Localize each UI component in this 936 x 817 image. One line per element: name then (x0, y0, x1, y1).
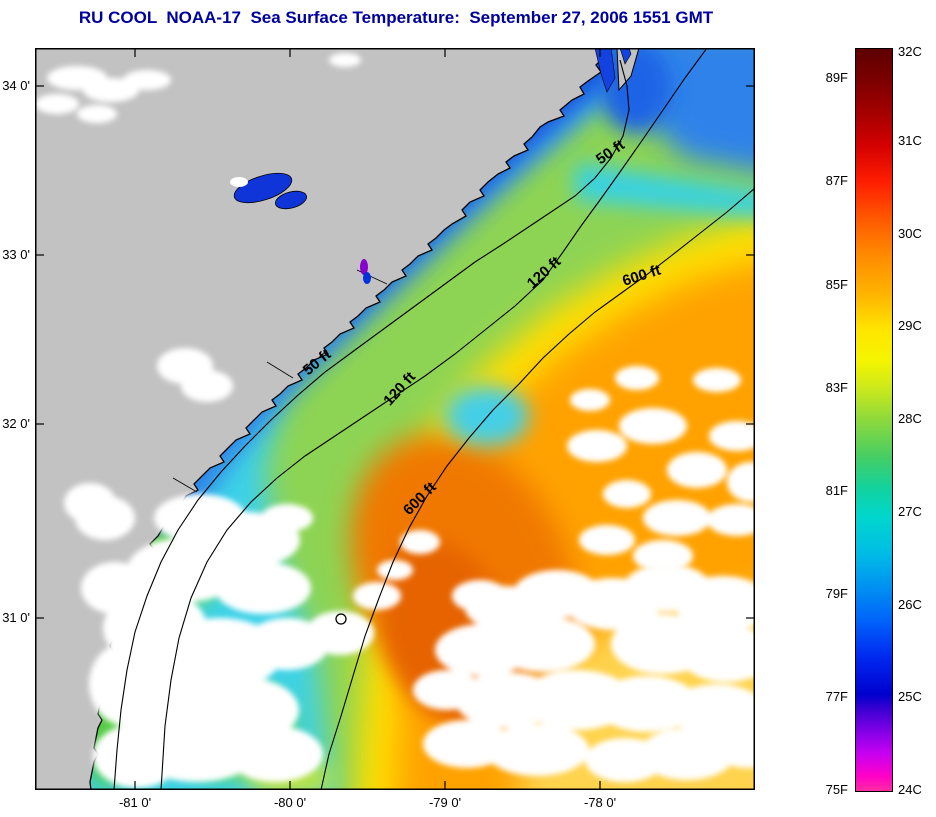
colorbar-c-label: 29C (898, 318, 922, 333)
contour-50ft (113, 59, 630, 790)
colorbar-f-label: 85F (825, 277, 848, 292)
cape-river (594, 48, 632, 93)
colorbar-f-label: 89F (825, 70, 848, 85)
contour-120ft (160, 48, 708, 790)
colorbar-c-label: 24C (898, 782, 922, 797)
y-tick-label: 33 0' (2, 247, 30, 262)
colorbar-f-label: 81F (825, 483, 848, 498)
colorbar-f-label: 75F (825, 782, 848, 797)
colorbar-c-label: 30C (898, 226, 922, 241)
figure-title: RU COOL NOAA-17 Sea Surface Temperature:… (78, 8, 714, 27)
x-tick-label: -78 0' (583, 795, 617, 810)
colorbar-c-label: 31C (898, 133, 922, 148)
x-tick-label: -81 0' (118, 795, 152, 810)
scattered-clouds-east (567, 366, 755, 572)
colorbar-c-label: 27C (898, 504, 922, 519)
colorbar-c-label: 25C (898, 689, 922, 704)
colorbar-f-label: 87F (825, 173, 848, 188)
station-marker (335, 613, 347, 625)
cloud-cover (35, 53, 755, 788)
x-tick-label: -80 0' (273, 795, 307, 810)
lake-feature (230, 172, 307, 210)
x-tick-label: -79 0' (428, 795, 462, 810)
cape-spit (616, 48, 640, 92)
colorbar (855, 48, 893, 792)
colorbar-f-label: 77F (825, 689, 848, 704)
y-tick-label: 34 0' (2, 78, 30, 93)
y-tick-label: 31 0' (2, 610, 30, 625)
map-frame (35, 48, 755, 790)
colorbar-gradient (856, 49, 892, 791)
y-tick-label: 32 0' (2, 416, 30, 431)
colorbar-c-label: 28C (898, 411, 922, 426)
colorbar-c-label: 26C (898, 597, 922, 612)
inlet-feature (360, 259, 371, 284)
contour-600ft (320, 187, 755, 790)
sst-map: 50 ft 120 ft 600 ft 50 ft 120 ft 600 ft (35, 48, 755, 790)
colorbar-c-label: 32C (898, 44, 922, 59)
clouds-over-land (35, 53, 361, 123)
cloud-field-southeast (413, 564, 755, 782)
colorbar-f-label: 83F (825, 380, 848, 395)
colorbar-f-label: 79F (825, 586, 848, 601)
